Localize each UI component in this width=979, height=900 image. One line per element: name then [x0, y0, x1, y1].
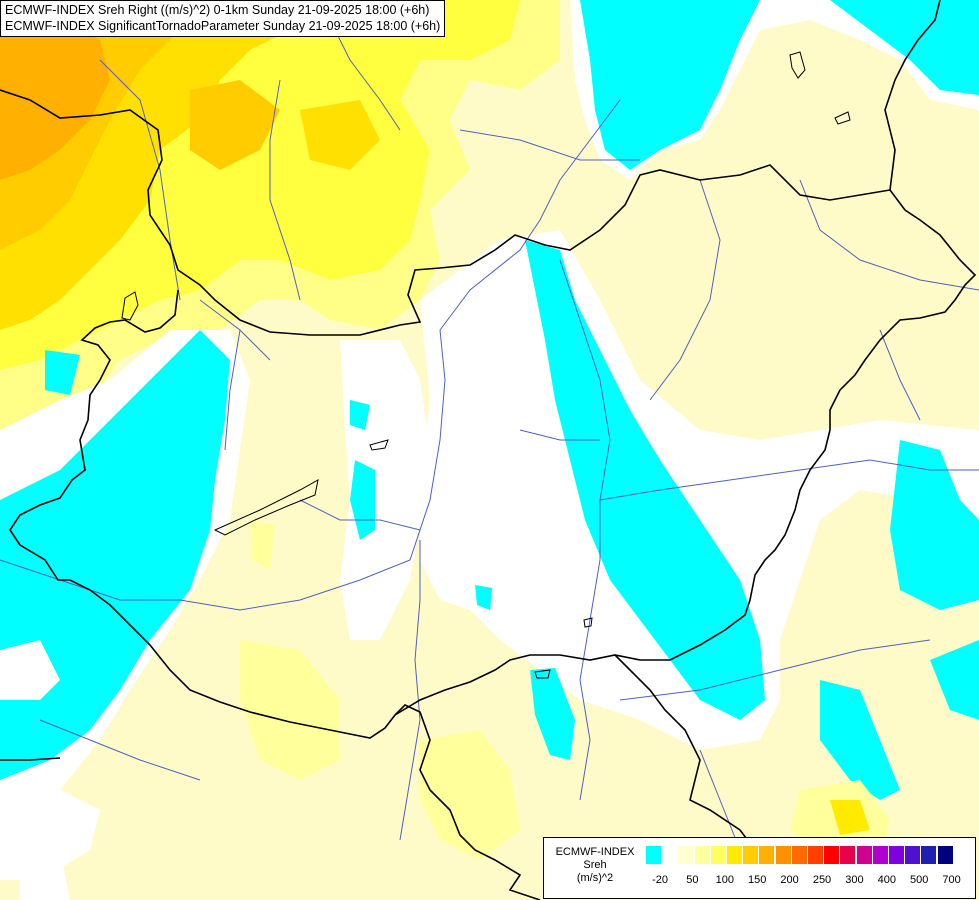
- legend-swatch: [646, 846, 661, 864]
- legend-swatch: [775, 846, 791, 864]
- title-line-1: ECMWF-INDEX Sreh Right ((m/s)^2) 0-1km S…: [5, 3, 430, 17]
- legend-tick-label: -20: [652, 874, 668, 886]
- title-line-2: ECMWF-INDEX SignificantTornadoParameter …: [5, 19, 441, 33]
- legend-swatch: [872, 846, 888, 864]
- legend-swatch: [694, 846, 710, 864]
- legend-tick-label: 700: [942, 874, 961, 886]
- legend-swatch: [678, 846, 694, 864]
- legend-swatch: [808, 846, 823, 864]
- legend-swatch: [759, 846, 775, 864]
- legend-tick-label: 50: [686, 874, 699, 886]
- legend-tick-label: 500: [910, 874, 929, 886]
- color-legend: ECMWF-INDEX Sreh (m/s)^2 -20 50 100 150 200 2…: [543, 837, 976, 899]
- legend-swatch: [921, 846, 937, 864]
- legend-tick-label: 250: [812, 874, 832, 886]
- yellow-field: [0, 0, 560, 430]
- legend-swatch: [905, 846, 921, 864]
- legend-swatch: [840, 846, 856, 864]
- legend-tick-label: 300: [845, 874, 864, 886]
- lakes: [121, 51, 851, 679]
- legend-unit: (m/s)^2: [576, 872, 614, 884]
- legend-tick-label: 150: [748, 874, 767, 886]
- legend-swatch: [743, 846, 759, 864]
- legend-swatch: [889, 846, 904, 864]
- map-title-box: ECMWF-INDEX Sreh Right ((m/s)^2) 0-1km S…: [0, 0, 446, 37]
- legend-tick-label: 400: [877, 874, 896, 886]
- legend-swatch: [856, 846, 872, 864]
- south-yellow-patches: [240, 520, 890, 860]
- legend-swatch: [662, 846, 678, 864]
- legend-swatch: [727, 846, 742, 864]
- legend-tick-label: 200: [780, 874, 799, 886]
- rivers: [0, 19, 979, 851]
- legend-variable: Sreh: [583, 859, 607, 871]
- legend-tick-label: 100: [715, 874, 734, 886]
- legend-source: ECMWF-INDEX: [555, 846, 635, 858]
- legend-swatch: [937, 846, 953, 864]
- legend-swatch: [791, 846, 807, 864]
- legend-swatch: [710, 846, 726, 864]
- legend-swatch: [824, 846, 840, 864]
